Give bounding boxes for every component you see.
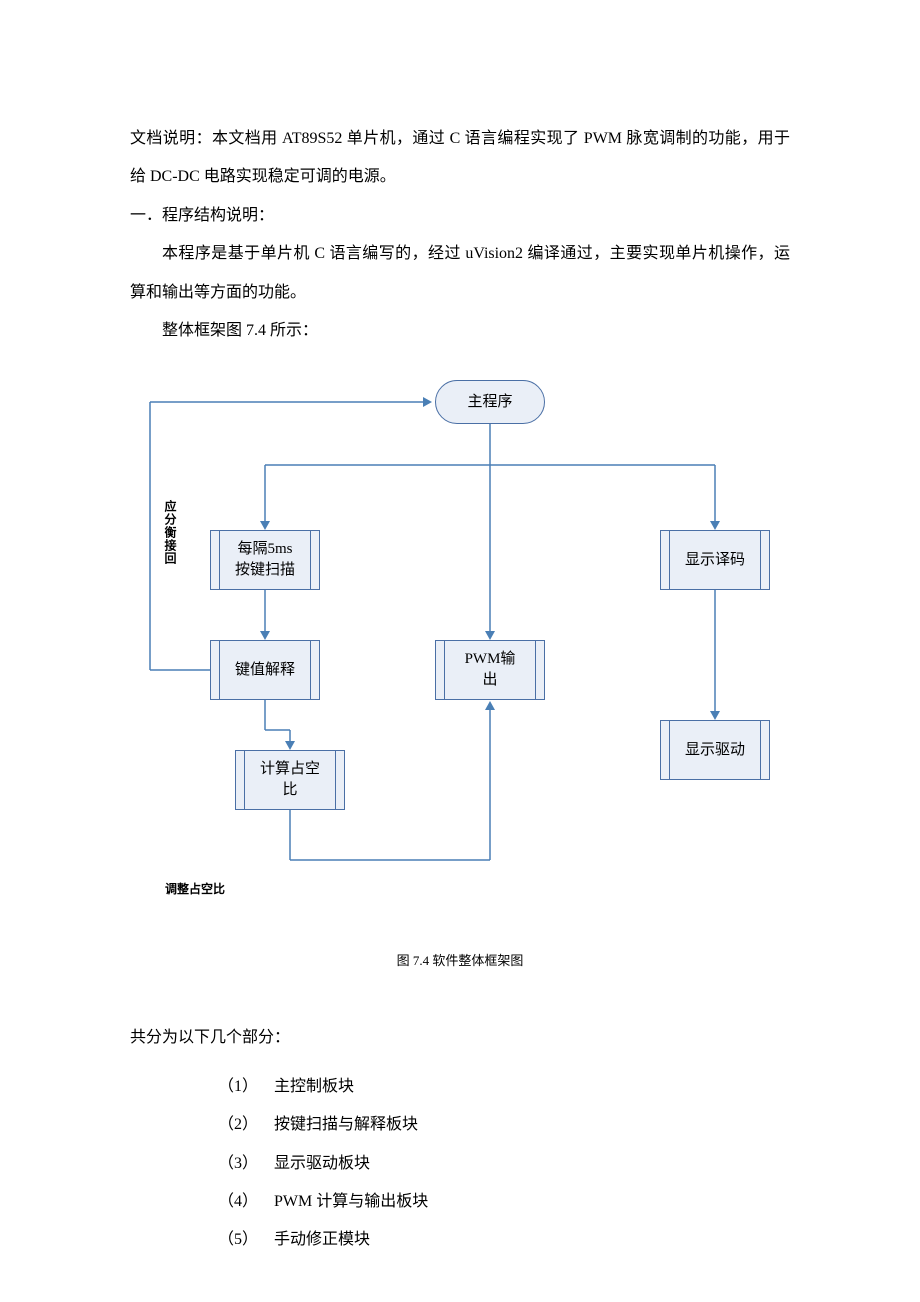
arrow-icon — [710, 711, 720, 720]
arrow-icon — [710, 521, 720, 530]
doc-intro: 文档说明：本文档用 AT89S52 单片机，通过 C 语言编程实现了 PWM 脉… — [130, 120, 790, 197]
parts-intro: 共分为以下几个部分： — [130, 1019, 790, 1057]
arrow-icon — [485, 631, 495, 640]
list-num: （2） — [218, 1106, 274, 1144]
parts-list: （1）主控制板块 （2）按键扫描与解释板块 （3）显示驱动板块 （4）PWM 计… — [130, 1068, 790, 1260]
arrow-icon — [260, 631, 270, 640]
feedback-left-label: 应分衡接回 — [162, 500, 179, 565]
list-num: （4） — [218, 1183, 274, 1221]
arrow-icon — [485, 701, 495, 710]
list-num: （5） — [218, 1221, 274, 1259]
node-key-interpret: 键值解释 — [210, 640, 320, 700]
node-key-scan: 每隔5ms 按键扫描 — [210, 530, 320, 590]
node-main-program: 主程序 — [435, 380, 545, 424]
arrow-icon — [423, 397, 432, 407]
list-label: 按键扫描与解释板块 — [274, 1116, 418, 1133]
node-pwm-output: PWM输出 — [435, 640, 545, 700]
flowchart-diagram: 主程序 每隔5ms 按键扫描 键值解释 计算占空比 PWM输出 显示译码 显示驱… — [130, 360, 790, 920]
section1-title: 一．程序结构说明： — [130, 197, 790, 235]
node-display-decode: 显示译码 — [660, 530, 770, 590]
list-item: （5）手动修正模块 — [130, 1221, 790, 1259]
list-label: 主控制板块 — [274, 1078, 354, 1095]
list-item: （3）显示驱动板块 — [130, 1145, 790, 1183]
figure-caption: 图 7.4 软件整体框架图 — [130, 950, 790, 969]
section1-para2: 整体框架图 7.4 所示： — [130, 312, 790, 350]
list-label: PWM 计算与输出板块 — [274, 1193, 428, 1210]
list-item: （4）PWM 计算与输出板块 — [130, 1183, 790, 1221]
section1-para1: 本程序是基于单片机 C 语言编写的，经过 uVision2 编译通过，主要实现单… — [130, 235, 790, 312]
list-num: （3） — [218, 1145, 274, 1183]
list-item: （2）按键扫描与解释板块 — [130, 1106, 790, 1144]
node-duty-calc: 计算占空比 — [235, 750, 345, 810]
arrow-icon — [285, 741, 295, 750]
list-label: 显示驱动板块 — [274, 1155, 370, 1172]
list-label: 手动修正模块 — [274, 1231, 370, 1248]
node-display-drive: 显示驱动 — [660, 720, 770, 780]
feedback-bottom-label: 调整占空比 — [165, 880, 225, 897]
arrow-icon — [260, 521, 270, 530]
list-num: （1） — [218, 1068, 274, 1106]
list-item: （1）主控制板块 — [130, 1068, 790, 1106]
